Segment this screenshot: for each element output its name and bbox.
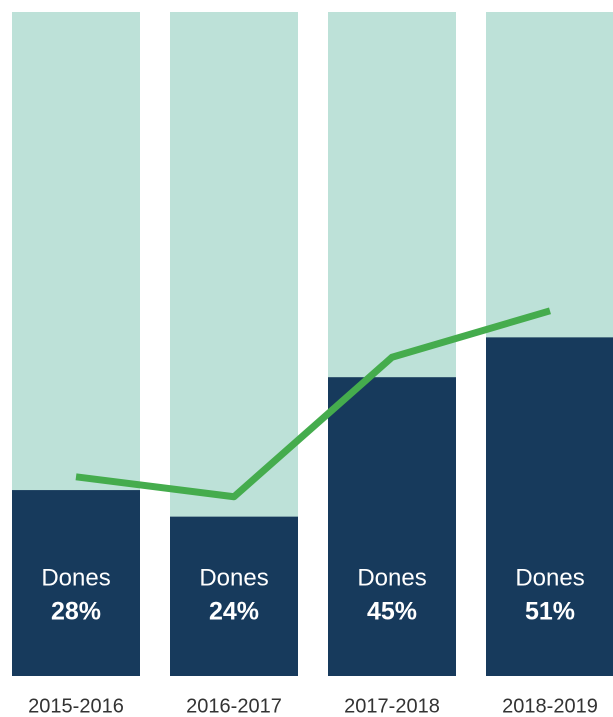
bar-series-label: Dones [199, 564, 268, 591]
x-tick-label: 2016-2017 [186, 695, 282, 717]
bar [12, 490, 140, 676]
bar-value-label: 28% [51, 598, 101, 626]
bar-value-label: 45% [367, 598, 417, 626]
bar [486, 337, 613, 676]
x-tick-label: 2017-2018 [344, 695, 440, 717]
bar-value-label: 24% [209, 598, 259, 626]
x-tick-label: 2015-2016 [28, 695, 124, 717]
bar [328, 377, 456, 676]
x-tick-label: 2018-2019 [502, 695, 598, 717]
bar-series-label: Dones [41, 564, 110, 591]
bar-series-label: Dones [515, 564, 584, 591]
bar-series-label: Dones [357, 564, 426, 591]
bar-value-label: 51% [525, 598, 575, 626]
trend-line [75, 307, 551, 501]
bar [170, 516, 298, 676]
